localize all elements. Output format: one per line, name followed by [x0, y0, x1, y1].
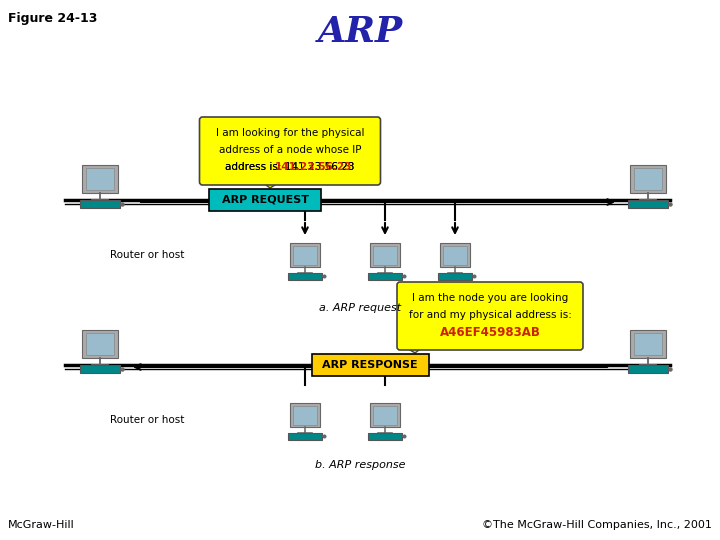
Text: ARP RESPONSE: ARP RESPONSE [322, 360, 418, 370]
FancyBboxPatch shape [199, 117, 380, 185]
FancyBboxPatch shape [438, 273, 472, 280]
FancyBboxPatch shape [440, 242, 470, 267]
Text: 141.23.56.23: 141.23.56.23 [275, 162, 353, 172]
Text: ARP REQUEST: ARP REQUEST [222, 195, 308, 205]
FancyBboxPatch shape [292, 246, 318, 265]
FancyBboxPatch shape [373, 246, 397, 265]
FancyBboxPatch shape [82, 329, 117, 358]
FancyBboxPatch shape [634, 333, 662, 355]
FancyBboxPatch shape [289, 403, 320, 427]
FancyBboxPatch shape [370, 403, 400, 427]
FancyBboxPatch shape [86, 333, 114, 355]
FancyBboxPatch shape [628, 365, 668, 373]
FancyBboxPatch shape [628, 200, 668, 207]
Text: a. ARP request: a. ARP request [319, 303, 401, 313]
FancyBboxPatch shape [631, 165, 665, 193]
Text: Router or host: Router or host [110, 250, 184, 260]
Text: address is: 141.23.56.23: address is: 141.23.56.23 [225, 162, 355, 172]
Text: A46EF45983AB: A46EF45983AB [440, 326, 541, 339]
FancyBboxPatch shape [292, 406, 318, 424]
FancyBboxPatch shape [373, 406, 397, 424]
FancyBboxPatch shape [288, 433, 322, 440]
Text: Figure 24-13: Figure 24-13 [8, 12, 97, 25]
Text: I am looking for the physical: I am looking for the physical [216, 128, 364, 138]
FancyBboxPatch shape [368, 433, 402, 440]
FancyBboxPatch shape [288, 273, 322, 280]
Text: ARP: ARP [318, 15, 402, 49]
FancyBboxPatch shape [209, 189, 321, 211]
Text: I am the node you are looking: I am the node you are looking [412, 293, 568, 303]
Text: address is: 141.23.56.23: address is: 141.23.56.23 [225, 162, 355, 172]
Text: McGraw-Hill: McGraw-Hill [8, 520, 75, 530]
FancyBboxPatch shape [312, 354, 428, 376]
FancyBboxPatch shape [82, 165, 117, 193]
FancyBboxPatch shape [370, 242, 400, 267]
FancyBboxPatch shape [443, 246, 467, 265]
Text: for and my physical address is:: for and my physical address is: [408, 310, 572, 320]
Text: address of a node whose IP: address of a node whose IP [219, 145, 361, 155]
FancyBboxPatch shape [368, 273, 402, 280]
Text: b. ARP response: b. ARP response [315, 460, 405, 470]
FancyBboxPatch shape [631, 329, 665, 358]
FancyBboxPatch shape [397, 282, 583, 350]
Text: ©The McGraw-Hill Companies, Inc., 2001: ©The McGraw-Hill Companies, Inc., 2001 [482, 520, 712, 530]
Polygon shape [262, 182, 280, 188]
Polygon shape [405, 347, 423, 353]
FancyBboxPatch shape [80, 200, 120, 207]
FancyBboxPatch shape [289, 242, 320, 267]
FancyBboxPatch shape [634, 168, 662, 190]
FancyBboxPatch shape [80, 365, 120, 373]
Text: Router or host: Router or host [110, 415, 184, 425]
FancyBboxPatch shape [86, 168, 114, 190]
